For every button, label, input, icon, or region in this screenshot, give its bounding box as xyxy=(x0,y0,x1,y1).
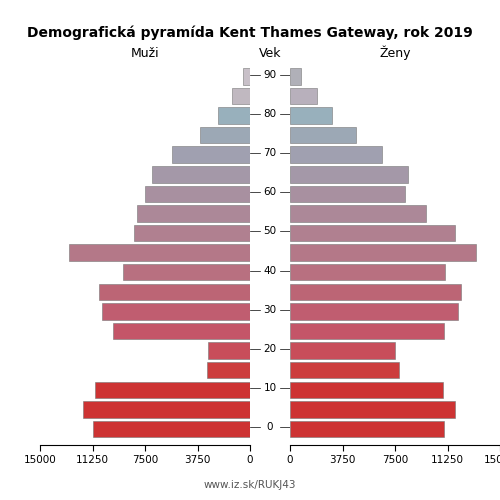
Bar xyxy=(208,342,250,359)
Bar xyxy=(290,88,316,104)
Text: Vek: Vek xyxy=(259,47,281,60)
Text: 40: 40 xyxy=(264,266,276,276)
Bar xyxy=(290,284,461,300)
Bar xyxy=(290,264,446,280)
Bar xyxy=(290,362,399,378)
Bar xyxy=(290,420,444,437)
Bar xyxy=(290,127,356,144)
Bar xyxy=(290,108,332,124)
Text: 20: 20 xyxy=(264,344,276,354)
Bar xyxy=(99,284,250,300)
Text: 90: 90 xyxy=(264,70,276,80)
Text: 50: 50 xyxy=(264,226,276,236)
Bar xyxy=(290,401,455,417)
Bar xyxy=(290,323,444,339)
Bar xyxy=(206,362,250,378)
Bar xyxy=(290,186,405,202)
Text: 70: 70 xyxy=(264,148,276,158)
Bar xyxy=(93,420,250,437)
Bar xyxy=(152,166,250,182)
Text: 60: 60 xyxy=(264,188,276,198)
Bar xyxy=(290,205,426,222)
Text: 0: 0 xyxy=(267,422,273,432)
Bar xyxy=(218,108,250,124)
Text: Ženy: Ženy xyxy=(379,46,410,60)
Text: 80: 80 xyxy=(264,109,276,119)
Bar xyxy=(84,401,250,417)
Bar xyxy=(70,244,250,261)
Bar xyxy=(290,146,382,163)
Bar xyxy=(200,127,250,144)
Bar xyxy=(232,88,250,104)
Bar xyxy=(122,264,250,280)
Bar xyxy=(94,382,250,398)
Bar xyxy=(290,244,476,261)
Bar xyxy=(290,68,301,84)
Bar xyxy=(102,303,250,320)
Text: Demografická pyramída Kent Thames Gateway, rok 2019: Demografická pyramída Kent Thames Gatewa… xyxy=(27,25,473,40)
Text: www.iz.sk/RUKJ43: www.iz.sk/RUKJ43 xyxy=(204,480,296,490)
Bar xyxy=(290,225,455,242)
Bar xyxy=(290,303,458,320)
Text: 30: 30 xyxy=(264,305,276,315)
Bar xyxy=(290,382,442,398)
Text: 10: 10 xyxy=(264,383,276,393)
Bar xyxy=(113,323,250,339)
Bar xyxy=(290,342,395,359)
Bar xyxy=(243,68,250,84)
Bar xyxy=(145,186,250,202)
Bar xyxy=(290,166,408,182)
Text: Muži: Muži xyxy=(130,47,160,60)
Bar xyxy=(172,146,250,163)
Bar xyxy=(136,205,250,222)
Bar xyxy=(134,225,250,242)
